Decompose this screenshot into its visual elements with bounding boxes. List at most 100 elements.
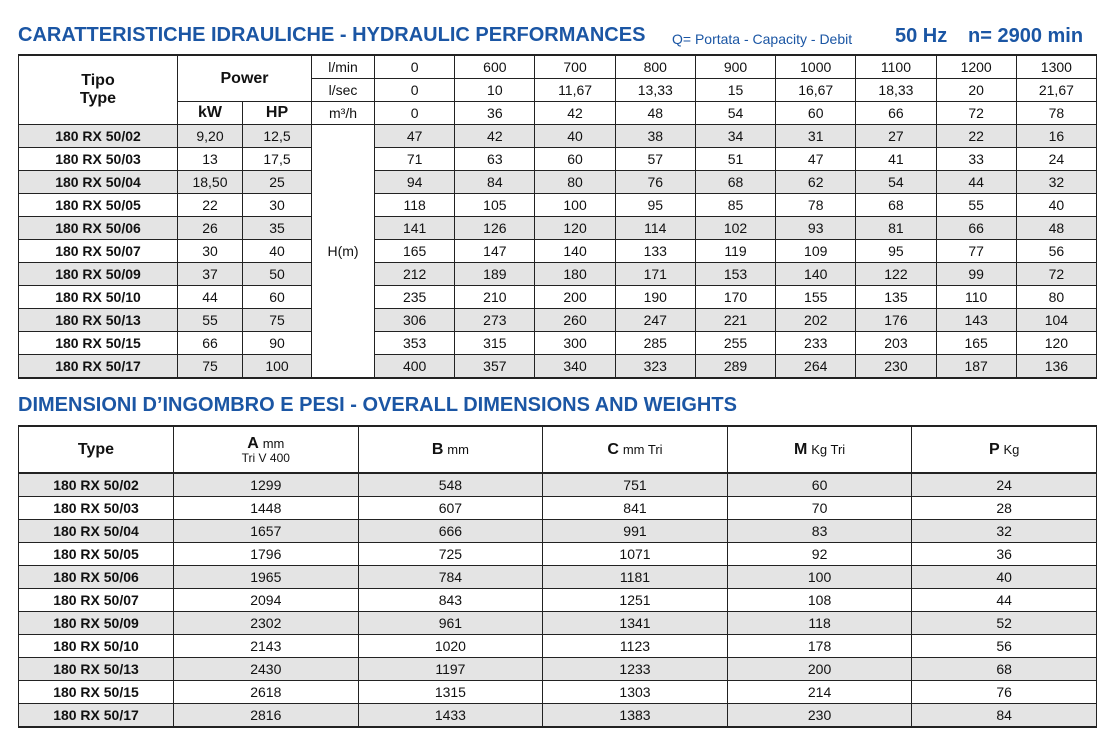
- flow-value: 36: [454, 101, 536, 125]
- flow-value: 0: [374, 101, 456, 125]
- head-value: 353: [374, 331, 456, 355]
- head-value: 400: [374, 354, 456, 379]
- head-value: 47: [775, 147, 857, 171]
- head-value: 147: [454, 239, 536, 263]
- data-row: 180 RX 50/13 2430 1197 1233 200 68: [18, 657, 1097, 681]
- head-value: 55: [935, 193, 1017, 217]
- head-value: 357: [454, 354, 536, 379]
- type-label: Type: [79, 90, 117, 107]
- head-value: 289: [694, 354, 777, 379]
- head-value: 47: [374, 124, 456, 148]
- dim-value: 1020: [357, 634, 544, 658]
- model: 180 RX 50/04: [18, 170, 178, 194]
- header-row: l/sec 0 10 11,67 13,33 15 16,67 18,33 20 21,67: [19, 78, 1098, 102]
- flow-value: 1000: [775, 54, 857, 79]
- head-value: 62: [775, 170, 857, 194]
- dim-value: 68: [911, 657, 1097, 681]
- head-value: 102: [694, 216, 777, 240]
- header-row: kW HP m³/h 0 36 42 48 54 60 66 72 78: [19, 101, 1098, 125]
- dim-sub: Tri V 400: [241, 451, 290, 465]
- head-value: 27: [855, 124, 937, 148]
- dim-value: 56: [911, 634, 1097, 658]
- flow-value: 48: [614, 101, 696, 125]
- dim-header: M Kg Tri: [726, 425, 913, 474]
- data-row: 180 RX 50/10 2143 1020 1123 178 56: [18, 634, 1097, 658]
- head-value: 133: [614, 239, 696, 263]
- dim-letter: A: [247, 435, 259, 452]
- dim-header: B mm: [357, 425, 544, 474]
- flow-value: 54: [694, 101, 777, 125]
- dim-value: 1433: [357, 703, 544, 728]
- head-value: 135: [855, 285, 937, 309]
- header-row: Tipo Type Power l/min 0 600 700 800 900 1000 1100 1…: [18, 54, 1098, 125]
- frequency: 50 Hz: [895, 25, 948, 47]
- head-value: 176: [855, 308, 937, 332]
- head-value: 126: [454, 216, 536, 240]
- model: 180 RX 50/07: [18, 239, 178, 263]
- flow-unit: l/sec: [311, 78, 376, 102]
- data-row: 180 RX 50/03 13 17,5 71 63 60 57 51 47 41 33 24: [18, 147, 1098, 171]
- hydraulic-title: CARATTERISTICHE IDRAULICHE - HYDRAULIC P…: [18, 24, 646, 46]
- dim-value: 200: [726, 657, 913, 681]
- head-value: 165: [374, 239, 456, 263]
- head-value: 221: [694, 308, 777, 332]
- head-value: 104: [1015, 308, 1098, 332]
- dimensions-table: Type A mm Tri V 400 B mm C mm Tri M Kg Tri P K…: [18, 425, 1097, 728]
- head-value: 72: [1015, 262, 1098, 286]
- data-row: 180 RX 50/03 1448 607 841 70 28: [18, 496, 1097, 520]
- head-value: 80: [534, 170, 616, 194]
- head-value: 165: [935, 331, 1017, 355]
- dim-value: 961: [357, 611, 544, 635]
- head-value: 264: [775, 354, 857, 379]
- dim-value: 1657: [173, 519, 359, 543]
- dim-value: 2302: [173, 611, 359, 635]
- data-row: 180 RX 50/10 44 60 235 210 200 190 170 155 135 110…: [18, 285, 1098, 309]
- head-value: 32: [1015, 170, 1098, 194]
- dim-value: 24: [911, 472, 1097, 497]
- flow-value: 1100: [855, 54, 937, 79]
- dim-value: 92: [726, 542, 913, 566]
- flow-value: 11,67: [534, 78, 616, 102]
- head-value: 31: [775, 124, 857, 148]
- head-value: 233: [775, 331, 857, 355]
- head-value: 153: [694, 262, 777, 286]
- dim-header: A mm Tri V 400: [173, 425, 359, 474]
- head-value: 120: [534, 216, 616, 240]
- head-value: 105: [454, 193, 536, 217]
- head-value: 109: [775, 239, 857, 263]
- head-value: 41: [855, 147, 937, 171]
- head-value: 136: [1015, 354, 1098, 379]
- model: 180 RX 50/03: [18, 496, 174, 520]
- head-value: 203: [855, 331, 937, 355]
- flow-note: Q= Portata - Capacity - Debit: [672, 31, 853, 47]
- flow-value: 1300: [1015, 54, 1098, 79]
- power-hp: 50: [241, 262, 313, 286]
- power-kw: 75: [177, 354, 243, 379]
- dim-unit: mm: [262, 436, 285, 451]
- model: 180 RX 50/15: [18, 680, 174, 704]
- flow-value: 1200: [935, 54, 1017, 79]
- power-kw: 18,50: [177, 170, 243, 194]
- power-hp: 40: [241, 239, 313, 263]
- flow-value: 0: [374, 78, 456, 102]
- head-value: 122: [855, 262, 937, 286]
- head-value: 24: [1015, 147, 1098, 171]
- head-value: 78: [775, 193, 857, 217]
- power-kw: 37: [177, 262, 243, 286]
- tipo-label: Tipo: [81, 72, 115, 89]
- flow-value: 0: [374, 54, 456, 79]
- dim-value: 60: [726, 472, 913, 497]
- dim-value: 1233: [542, 657, 728, 681]
- power-hp: 25: [241, 170, 313, 194]
- data-row: 180 RX 50/15 2618 1315 1303 214 76: [18, 680, 1097, 704]
- power-kw: 66: [177, 331, 243, 355]
- flow-unit: m³/h: [311, 101, 376, 125]
- head-value: 99: [935, 262, 1017, 286]
- speed: n= 2900 min: [968, 25, 1084, 47]
- flow-value: 78: [1015, 101, 1098, 125]
- model: 180 RX 50/03: [18, 147, 178, 171]
- model: 180 RX 50/06: [18, 216, 178, 240]
- flow-unit: l/min: [311, 54, 376, 79]
- head-value: 71: [374, 147, 456, 171]
